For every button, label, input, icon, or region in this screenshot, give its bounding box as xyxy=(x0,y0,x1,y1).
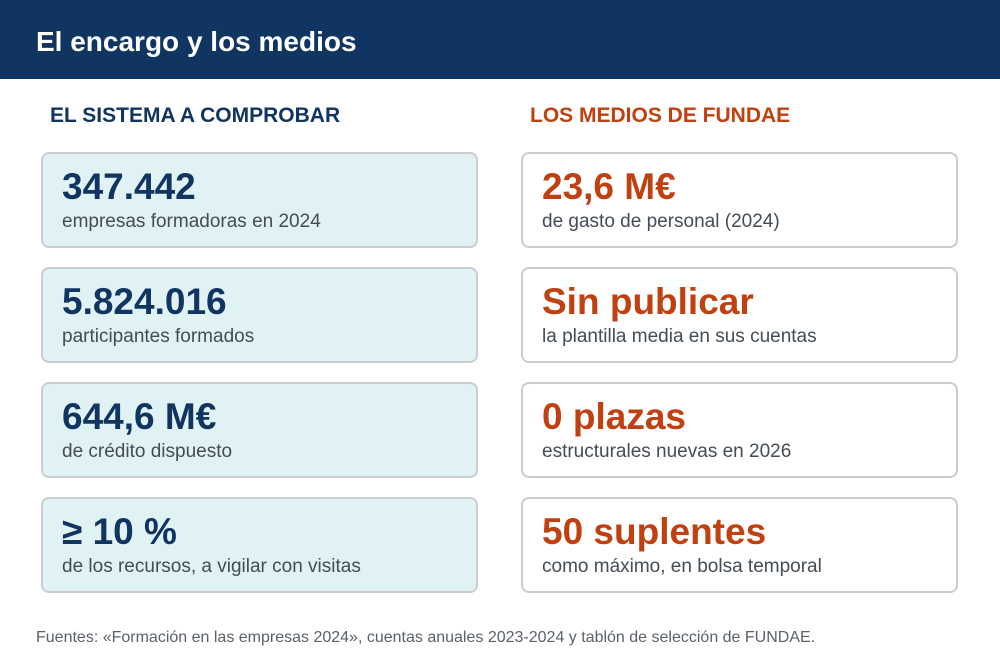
stat-value: Sin publicar xyxy=(542,281,754,322)
stat-value: ≥ 10 % xyxy=(62,511,177,552)
stat-value: 644,6 M€ xyxy=(62,396,217,437)
sources-footnote: Fuentes: «Formación en las empresas 2024… xyxy=(36,629,816,646)
stat-value: 5.824.016 xyxy=(62,281,227,322)
means-stat-card-staffing: Sin publicar la plantilla media en sus c… xyxy=(521,267,958,363)
means-column-heading: LOS MEDIOS DE FUNDAE xyxy=(530,104,791,127)
page-title: El encargo y los medios xyxy=(36,26,357,57)
stat-label: de crédito dispuesto xyxy=(62,441,233,462)
means-stat-card-positions: 0 plazas estructurales nuevas en 2026 xyxy=(521,382,958,478)
stat-value: 23,6 M€ xyxy=(542,166,676,207)
title-bar: El encargo y los medios xyxy=(0,0,1000,79)
stat-value: 0 plazas xyxy=(542,396,686,437)
means-stat-card-staff-cost: 23,6 M€ de gasto de personal (2024) xyxy=(521,152,958,248)
stat-label: empresas formadoras en 2024 xyxy=(62,211,321,232)
means-stat-card-substitutes: 50 suplentes como máximo, en bolsa tempo… xyxy=(521,497,958,593)
stat-label: la plantilla media en sus cuentas xyxy=(542,326,817,347)
system-column-heading: EL SISTEMA A COMPROBAR xyxy=(50,104,341,127)
system-stat-card-resources: ≥ 10 % de los recursos, a vigilar con vi… xyxy=(41,497,478,593)
stat-label: de gasto de personal (2024) xyxy=(542,211,780,232)
stat-label: estructurales nuevas en 2026 xyxy=(542,441,792,462)
stat-label: como máximo, en bolsa temporal xyxy=(542,556,822,577)
stat-label: de los recursos, a vigilar con visitas xyxy=(62,556,361,577)
stat-value: 50 suplentes xyxy=(542,511,767,552)
stat-value: 347.442 xyxy=(62,166,196,207)
stat-label: participantes formados xyxy=(62,326,255,347)
system-stat-card-companies: 347.442 empresas formadoras en 2024 xyxy=(41,152,478,248)
system-stat-card-credit: 644,6 M€ de crédito dispuesto xyxy=(41,382,478,478)
system-stat-card-participants: 5.824.016 participantes formados xyxy=(41,267,478,363)
